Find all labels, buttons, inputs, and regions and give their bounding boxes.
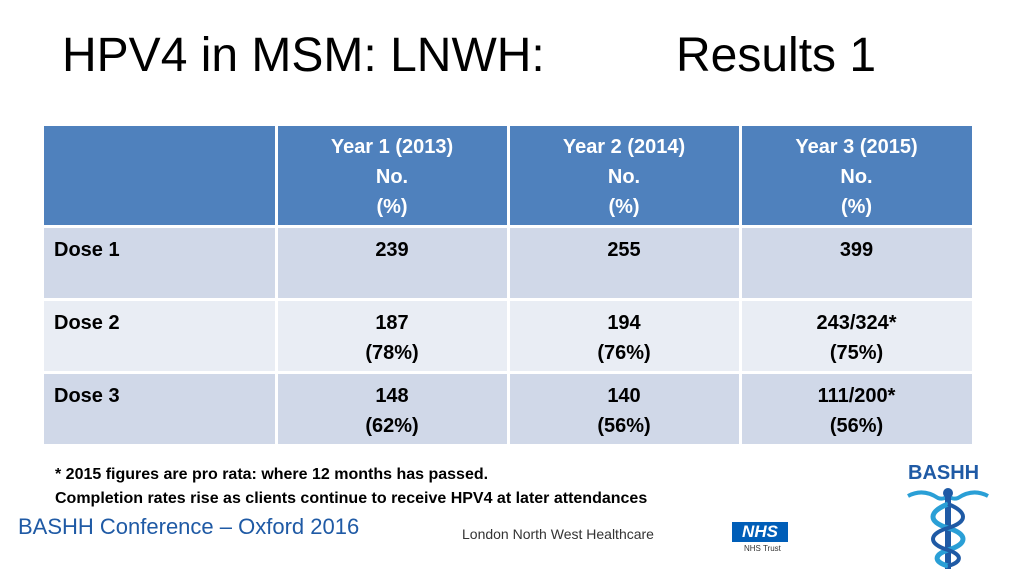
table-row-dose3: Dose 3 148 (62%) 140 (56%) 111/200* (56%…: [44, 372, 975, 447]
table-row-dose2: Dose 2 187 (78%) 194 (76%) 243/324* (75%…: [44, 299, 975, 374]
header-no: No.: [607, 166, 641, 188]
table-cell: 148 (62%): [276, 372, 510, 447]
cell-value: 187: [375, 312, 409, 334]
cell-percent: (75%): [829, 342, 884, 364]
table-cell: 255: [508, 226, 742, 301]
nhs-logo-icon: NHS: [732, 522, 788, 542]
table-cell: 187 (78%): [276, 299, 510, 374]
header-no: No.: [840, 166, 873, 188]
title-part1: HPV4 in MSM: LNWH:: [62, 29, 545, 82]
header-no: No.: [375, 166, 409, 188]
footnotes: * 2015 figures are pro rata: where 12 mo…: [55, 463, 647, 511]
org-name: London North West Healthcare: [462, 526, 654, 542]
conference-label: BASHH Conference – Oxford 2016: [18, 514, 360, 539]
cell-percent: (78%): [365, 342, 419, 364]
cell-value: 255: [607, 239, 641, 261]
cell-value: 111/200*: [817, 385, 896, 407]
cell-percent: (76%): [597, 342, 651, 364]
cell-value: 243/324*: [816, 312, 897, 334]
cell-value: 239: [375, 239, 409, 261]
row-label: Dose 3: [44, 372, 278, 447]
table-cell: 140 (56%): [508, 372, 742, 447]
slide-title: HPV4 in MSM: LNWH: Results 1: [62, 28, 876, 83]
bashh-logo: BASHH: [898, 462, 998, 572]
header-pct: (%): [376, 196, 408, 218]
cell-percent: (56%): [829, 415, 884, 437]
header-year: Year 2 (2014): [562, 136, 686, 158]
header-cell-year2: Year 2 (2014) No. (%): [508, 126, 742, 228]
nhs-trust-label: NHS Trust: [744, 544, 781, 553]
footnote-pro-rata: * 2015 figures are pro rata: where 12 mo…: [55, 466, 489, 483]
header-pct: (%): [840, 196, 873, 218]
cell-value: 148: [375, 385, 409, 407]
cell-percent: (62%): [365, 415, 419, 437]
header-year: Year 1 (2013): [330, 136, 454, 158]
cell-percent: (56%): [597, 415, 651, 437]
table-cell: 194 (76%): [508, 299, 742, 374]
cell-value: 399: [839, 239, 874, 261]
cell-value: 140: [607, 385, 641, 407]
results-table: Year 1 (2013) No. (%) Year 2 (2014) No. …: [44, 126, 975, 447]
table-cell: 239: [276, 226, 510, 301]
bashh-logo-text: BASHH: [908, 462, 980, 484]
header-year: Year 3 (2015): [795, 136, 918, 158]
table-row-dose1: Dose 1 239 255 399: [44, 226, 975, 301]
table-cell: 399: [740, 226, 975, 301]
row-label: Dose 1: [44, 226, 278, 301]
footnote-completion: Completion rates rise as clients continu…: [55, 490, 648, 507]
row-label: Dose 2: [44, 299, 278, 374]
table-header-row: Year 1 (2013) No. (%) Year 2 (2014) No. …: [44, 126, 975, 228]
table-cell: 243/324* (75%): [740, 299, 975, 374]
table-cell: 111/200* (56%): [740, 372, 975, 447]
title-part2: Results 1: [676, 29, 877, 82]
header-cell-year1: Year 1 (2013) No. (%): [276, 126, 510, 228]
header-cell-empty: [44, 126, 278, 228]
cell-value: 194: [607, 312, 641, 334]
header-cell-year3: Year 3 (2015) No. (%): [740, 126, 975, 228]
caduceus-icon: [907, 488, 989, 569]
header-pct: (%): [608, 196, 640, 218]
